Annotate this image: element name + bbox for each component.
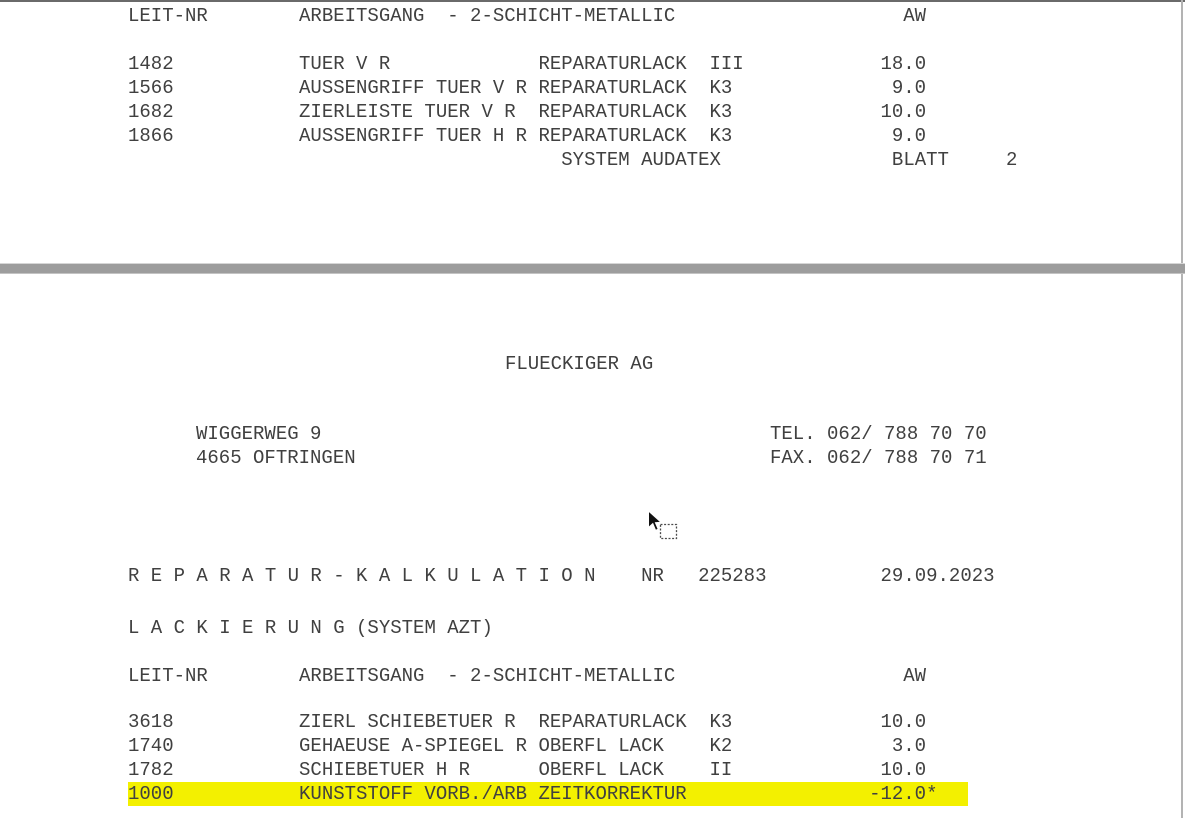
cell-arbeitsgang: AUSSENGRIFF TUER V R: [299, 77, 528, 99]
table-row: 1566 AUSSENGRIFF TUER V R REPARATURLACK …: [128, 76, 937, 100]
address-street: WIGGERWEG 9: [196, 423, 322, 445]
blatt-number: 2: [1005, 149, 1018, 171]
title-nr-label: NR: [641, 565, 664, 587]
cell-aw: 9.0: [891, 125, 927, 147]
page-break-divider: [0, 263, 1185, 274]
header-leitnr: LEIT-NR: [128, 5, 208, 27]
company-name: FLUECKIGER AG: [505, 353, 654, 375]
mouse-cursor: [648, 510, 678, 540]
header-aw: AW: [903, 5, 927, 27]
cell-arbeitsgang: GEHAEUSE A-SPIEGEL R: [299, 735, 528, 757]
cell-aw: -12.0: [869, 783, 927, 805]
cell-leitnr: 1482: [128, 53, 174, 75]
cell-lack: REPARATURLACK: [538, 125, 687, 147]
section-subtitle-line: L A C K I E R U N G (SYSTEM AZT): [128, 616, 493, 640]
address-fax: FAX. 062/ 788 70 71: [770, 447, 987, 469]
cell-kategorie: K3: [709, 77, 733, 99]
table-row: 3618 ZIERL SCHIEBETUER R REPARATURLACK K…: [128, 710, 937, 734]
cell-arbeitsgang: ZIERL SCHIEBETUER R: [299, 711, 516, 733]
cell-kategorie: III: [709, 53, 744, 75]
cell-aw: 10.0: [880, 711, 927, 733]
cell-star: [926, 52, 937, 76]
document-title-line: R E P A R A T U R - K A L K U L A T I O …: [128, 564, 995, 588]
address-tel: TEL. 062/ 788 70 70: [770, 423, 987, 445]
cell-lack: REPARATURLACK: [538, 53, 687, 75]
cell-aw: 9.0: [891, 77, 927, 99]
cell-leitnr: 1682: [128, 101, 174, 123]
cell-aw: 10.0: [880, 101, 927, 123]
cell-arbeitsgang: TUER V R: [299, 53, 391, 75]
cell-lack: REPARATURLACK: [538, 101, 687, 123]
cell-leitnr: 1566: [128, 77, 174, 99]
correction-row-highlighted[interactable]: 1000 KUNSTSTOFF VORB./ARB ZEITKORREKTUR …: [128, 782, 969, 806]
cell-leitnr: 3618: [128, 711, 174, 733]
drag-target-box-icon: [659, 523, 678, 540]
table-header-row: LEIT-NR ARBEITSGANG - 2-SCHICHT-METALLIC…: [128, 664, 937, 688]
table-row: 1482 TUER V R REPARATURLACK III 18.0: [128, 52, 937, 76]
header-arbeitsgang: ARBEITSGANG - 2-SCHICHT-METALLIC: [299, 665, 676, 687]
cell-aw: 10.0: [880, 759, 927, 781]
table-row: 1682 ZIERLEISTE TUER V R REPARATURLACK K…: [128, 100, 937, 124]
system-label: SYSTEM AUDATEX: [561, 149, 721, 171]
subtitle-system: (SYSTEM AZT): [356, 617, 493, 639]
cell-star: [926, 100, 937, 124]
cell-arbeitsgang: AUSSENGRIFF TUER H R: [299, 125, 528, 147]
cell-leitnr: 1000: [128, 783, 174, 805]
cell-leitnr: 1866: [128, 125, 174, 147]
arrow-pointer-icon: [648, 510, 663, 531]
cell-aw: 3.0: [891, 735, 927, 757]
cell-kategorie: K3: [709, 711, 733, 733]
cell-star: [926, 710, 937, 734]
table-row: 1740 GEHAEUSE A-SPIEGEL R OBERFL LACK K2…: [128, 734, 937, 758]
blatt-label: BLATT: [891, 149, 949, 171]
cell-star: [926, 734, 937, 758]
cell-lack: REPARATURLACK: [538, 77, 687, 99]
cell-lack: REPARATURLACK: [538, 711, 687, 733]
cell-arbeitsgang: KUNSTSTOFF VORB./ARB: [299, 783, 528, 805]
cell-kategorie: K3: [709, 125, 733, 147]
cell-star: [926, 124, 937, 148]
cell-kategorie: K2: [709, 735, 733, 757]
cell-arbeitsgang: ZIERLEISTE TUER V R: [299, 101, 516, 123]
cell-lack: ZEITKORREKTUR: [538, 783, 687, 805]
cell-lack: OBERFL LACK: [538, 735, 664, 757]
address-city: 4665 OFTRINGEN: [196, 447, 356, 469]
header-leitnr: LEIT-NR: [128, 665, 208, 687]
cell-star: [926, 76, 937, 100]
cell-kategorie: [709, 782, 777, 806]
subtitle-label: L A C K I E R U N G: [128, 617, 345, 639]
title-date: 29.09.2023: [880, 565, 995, 587]
cell-arbeitsgang: SCHIEBETUER H R: [299, 759, 471, 781]
header-aw: AW: [903, 665, 927, 687]
window-top-border: [0, 0, 1185, 2]
cell-star: *: [926, 783, 938, 805]
table-row: 1866 AUSSENGRIFF TUER H R REPARATURLACK …: [128, 124, 937, 148]
cell-leitnr: 1782: [128, 759, 174, 781]
cell-star: [926, 758, 937, 782]
table-header-row: LEIT-NR ARBEITSGANG - 2-SCHICHT-METALLIC…: [128, 4, 937, 28]
cell-lack: OBERFL LACK: [538, 759, 664, 781]
table-row: 1782 SCHIEBETUER H R OBERFL LACK II 10.0: [128, 758, 937, 782]
cell-kategorie: II: [709, 759, 733, 781]
cell-aw: 18.0: [880, 53, 927, 75]
header-arbeitsgang: ARBEITSGANG - 2-SCHICHT-METALLIC: [299, 5, 676, 27]
title-label: R E P A R A T U R - K A L K U L A T I O …: [128, 565, 596, 587]
cell-leitnr: 1740: [128, 735, 174, 757]
document-right-border: [1181, 0, 1183, 818]
page-footer-line: SYSTEM AUDATEX BLATT 2: [128, 148, 1017, 172]
title-nr-value: 225283: [698, 565, 767, 587]
cell-kategorie: K3: [709, 101, 733, 123]
